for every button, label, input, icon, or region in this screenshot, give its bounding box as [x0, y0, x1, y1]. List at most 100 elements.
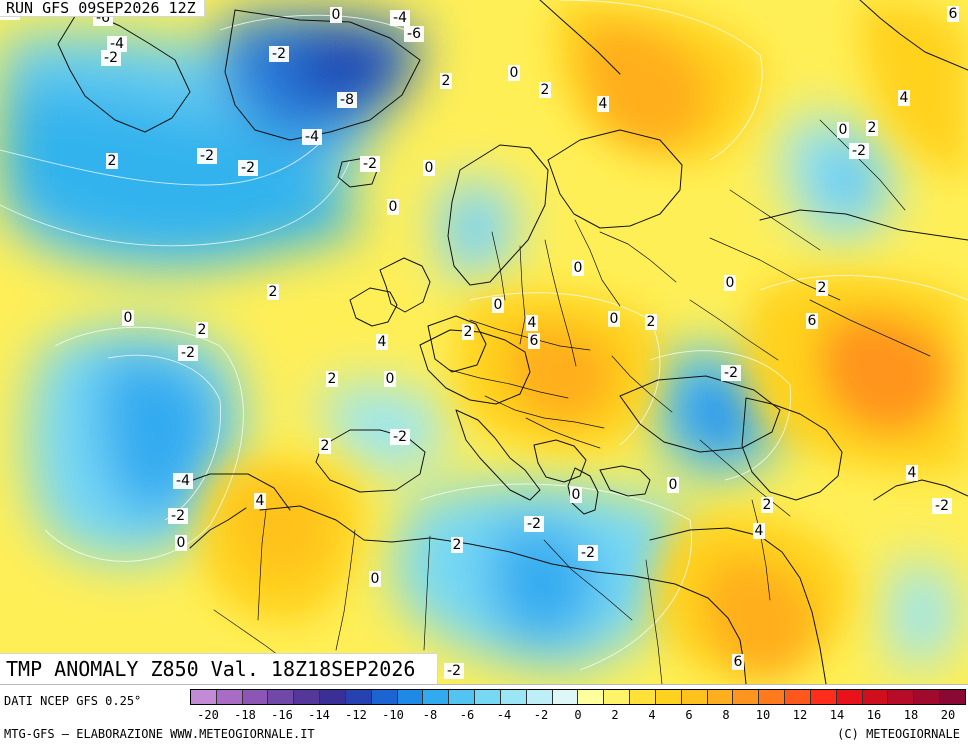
anomaly-label-text: 4 — [908, 465, 917, 481]
anomaly-label-text: 2 — [818, 280, 827, 296]
anomaly-label-background — [526, 315, 538, 331]
legend-swatch — [552, 690, 579, 704]
run-label: RUN GFS 09SEP2026 12Z — [0, 0, 205, 17]
legend-swatch — [707, 690, 734, 704]
anomaly-label-text: 4 — [900, 90, 909, 106]
anomaly-label: -2 — [444, 663, 464, 679]
anomaly-label-text: 6 — [734, 654, 743, 670]
legend-swatch — [888, 690, 915, 704]
anomaly-label-background — [528, 333, 540, 349]
anomaly-label-text: 2 — [464, 324, 473, 340]
legend-swatch — [759, 690, 786, 704]
anomaly-label-background — [898, 90, 910, 106]
anomaly-label-text: 0 — [389, 199, 398, 215]
anomaly-label: -4 — [107, 36, 127, 52]
legend-swatch — [216, 690, 243, 704]
anomaly-label-text: 0 — [177, 535, 186, 551]
anomaly-label-text: -4 — [393, 10, 407, 26]
anomaly-label-background — [849, 143, 869, 159]
anomaly-label-background — [932, 498, 952, 514]
legend-swatch — [681, 690, 708, 704]
legend-tick-label: -8 — [422, 708, 438, 722]
anomaly-label-text: -4 — [110, 36, 124, 52]
anomaly-label-text: 0 — [669, 477, 678, 493]
anomaly-label-background — [326, 371, 338, 387]
legend-tick-label: -20 — [197, 708, 219, 722]
anomaly-label: 2 — [462, 324, 474, 340]
anomaly-label-background — [404, 26, 424, 42]
anomaly-label-background — [269, 46, 289, 62]
anomaly-label-background — [806, 313, 818, 329]
anomaly-label: 2 — [440, 73, 452, 89]
legend-swatch — [836, 690, 863, 704]
anomaly-label-text: 0 — [332, 7, 341, 23]
anomaly-label: 2 — [319, 438, 331, 454]
anomaly-label-text: 0 — [610, 311, 619, 327]
anomaly-label: 6 — [528, 333, 540, 349]
anomaly-label: 2 — [326, 371, 338, 387]
legend-tick-label: -18 — [234, 708, 256, 722]
anomaly-label-background — [369, 571, 381, 587]
anomaly-label-background — [197, 148, 217, 164]
legend-swatch — [785, 690, 811, 704]
anomaly-label-text: 2 — [108, 153, 117, 169]
legend-swatch — [449, 690, 476, 704]
anomaly-label-text: 0 — [124, 310, 133, 326]
anomaly-label: 6 — [806, 313, 818, 329]
anomaly-label-background — [384, 371, 396, 387]
legend-tick-label: 2 — [611, 708, 619, 722]
anomaly-label-text: -2 — [447, 663, 461, 679]
anomaly-label-text: 0 — [574, 260, 583, 276]
anomaly-label-background — [667, 477, 679, 493]
anomaly-label-background — [101, 50, 121, 66]
anomaly-label-text: -8 — [340, 92, 354, 108]
anomaly-label-text: -2 — [527, 516, 541, 532]
anomaly-label-background — [444, 663, 464, 679]
anomaly-label-text: 0 — [726, 275, 735, 291]
anomaly-label-text: 0 — [510, 65, 519, 81]
anomaly-label: -2 — [524, 516, 544, 532]
anomaly-label-background — [319, 438, 331, 454]
anomaly-label-background — [106, 153, 118, 169]
anomaly-label-background — [508, 65, 520, 81]
anomaly-label: 0 — [122, 310, 134, 326]
anomaly-label-background — [492, 297, 504, 313]
anomaly-label: -2 — [197, 148, 217, 164]
anomaly-label: 0 — [492, 297, 504, 313]
anomaly-label: -2 — [178, 345, 198, 361]
anomaly-label-background — [645, 314, 657, 330]
anomaly-label-background — [947, 6, 959, 22]
anomaly-label: -2 — [238, 160, 258, 176]
legend-swatch — [475, 690, 501, 704]
anomaly-label-text: 6 — [808, 313, 817, 329]
anomaly-label: 4 — [254, 493, 266, 509]
legend-tick-label: -10 — [382, 708, 404, 722]
anomaly-label: 6 — [732, 654, 744, 670]
anomaly-label-text: 2 — [868, 120, 877, 136]
credit-left: MTG-GFS — ELABORAZIONE WWW.METEOGIORNALE… — [4, 727, 315, 741]
anomaly-label-text: -2 — [181, 345, 195, 361]
anomaly-label-background — [122, 310, 134, 326]
anomaly-label: 4 — [526, 315, 538, 331]
legend-swatch — [940, 690, 965, 704]
legend-tick-label: 4 — [648, 708, 656, 722]
legend-swatch — [294, 690, 321, 704]
anomaly-label-text: 2 — [647, 314, 656, 330]
legend-tick-label: -2 — [533, 708, 549, 722]
legend-tick-label: 14 — [829, 708, 845, 722]
anomaly-label-text: -6 — [407, 26, 421, 42]
anomaly-label-text: -2 — [171, 508, 185, 524]
legend-tick-label: -6 — [459, 708, 475, 722]
legend-swatch — [604, 690, 631, 704]
legend-swatch — [655, 690, 682, 704]
anomaly-label-background — [578, 545, 598, 561]
legend-tick-label: -12 — [345, 708, 367, 722]
anomaly-label: 4 — [597, 96, 609, 112]
anomaly-label: -6 — [404, 26, 424, 42]
legend-swatch — [862, 690, 889, 704]
anomaly-label: 0 — [572, 260, 584, 276]
anomaly-label: -2 — [721, 365, 741, 381]
anomaly-label: 4 — [898, 90, 910, 106]
anomaly-label: 0 — [608, 311, 620, 327]
